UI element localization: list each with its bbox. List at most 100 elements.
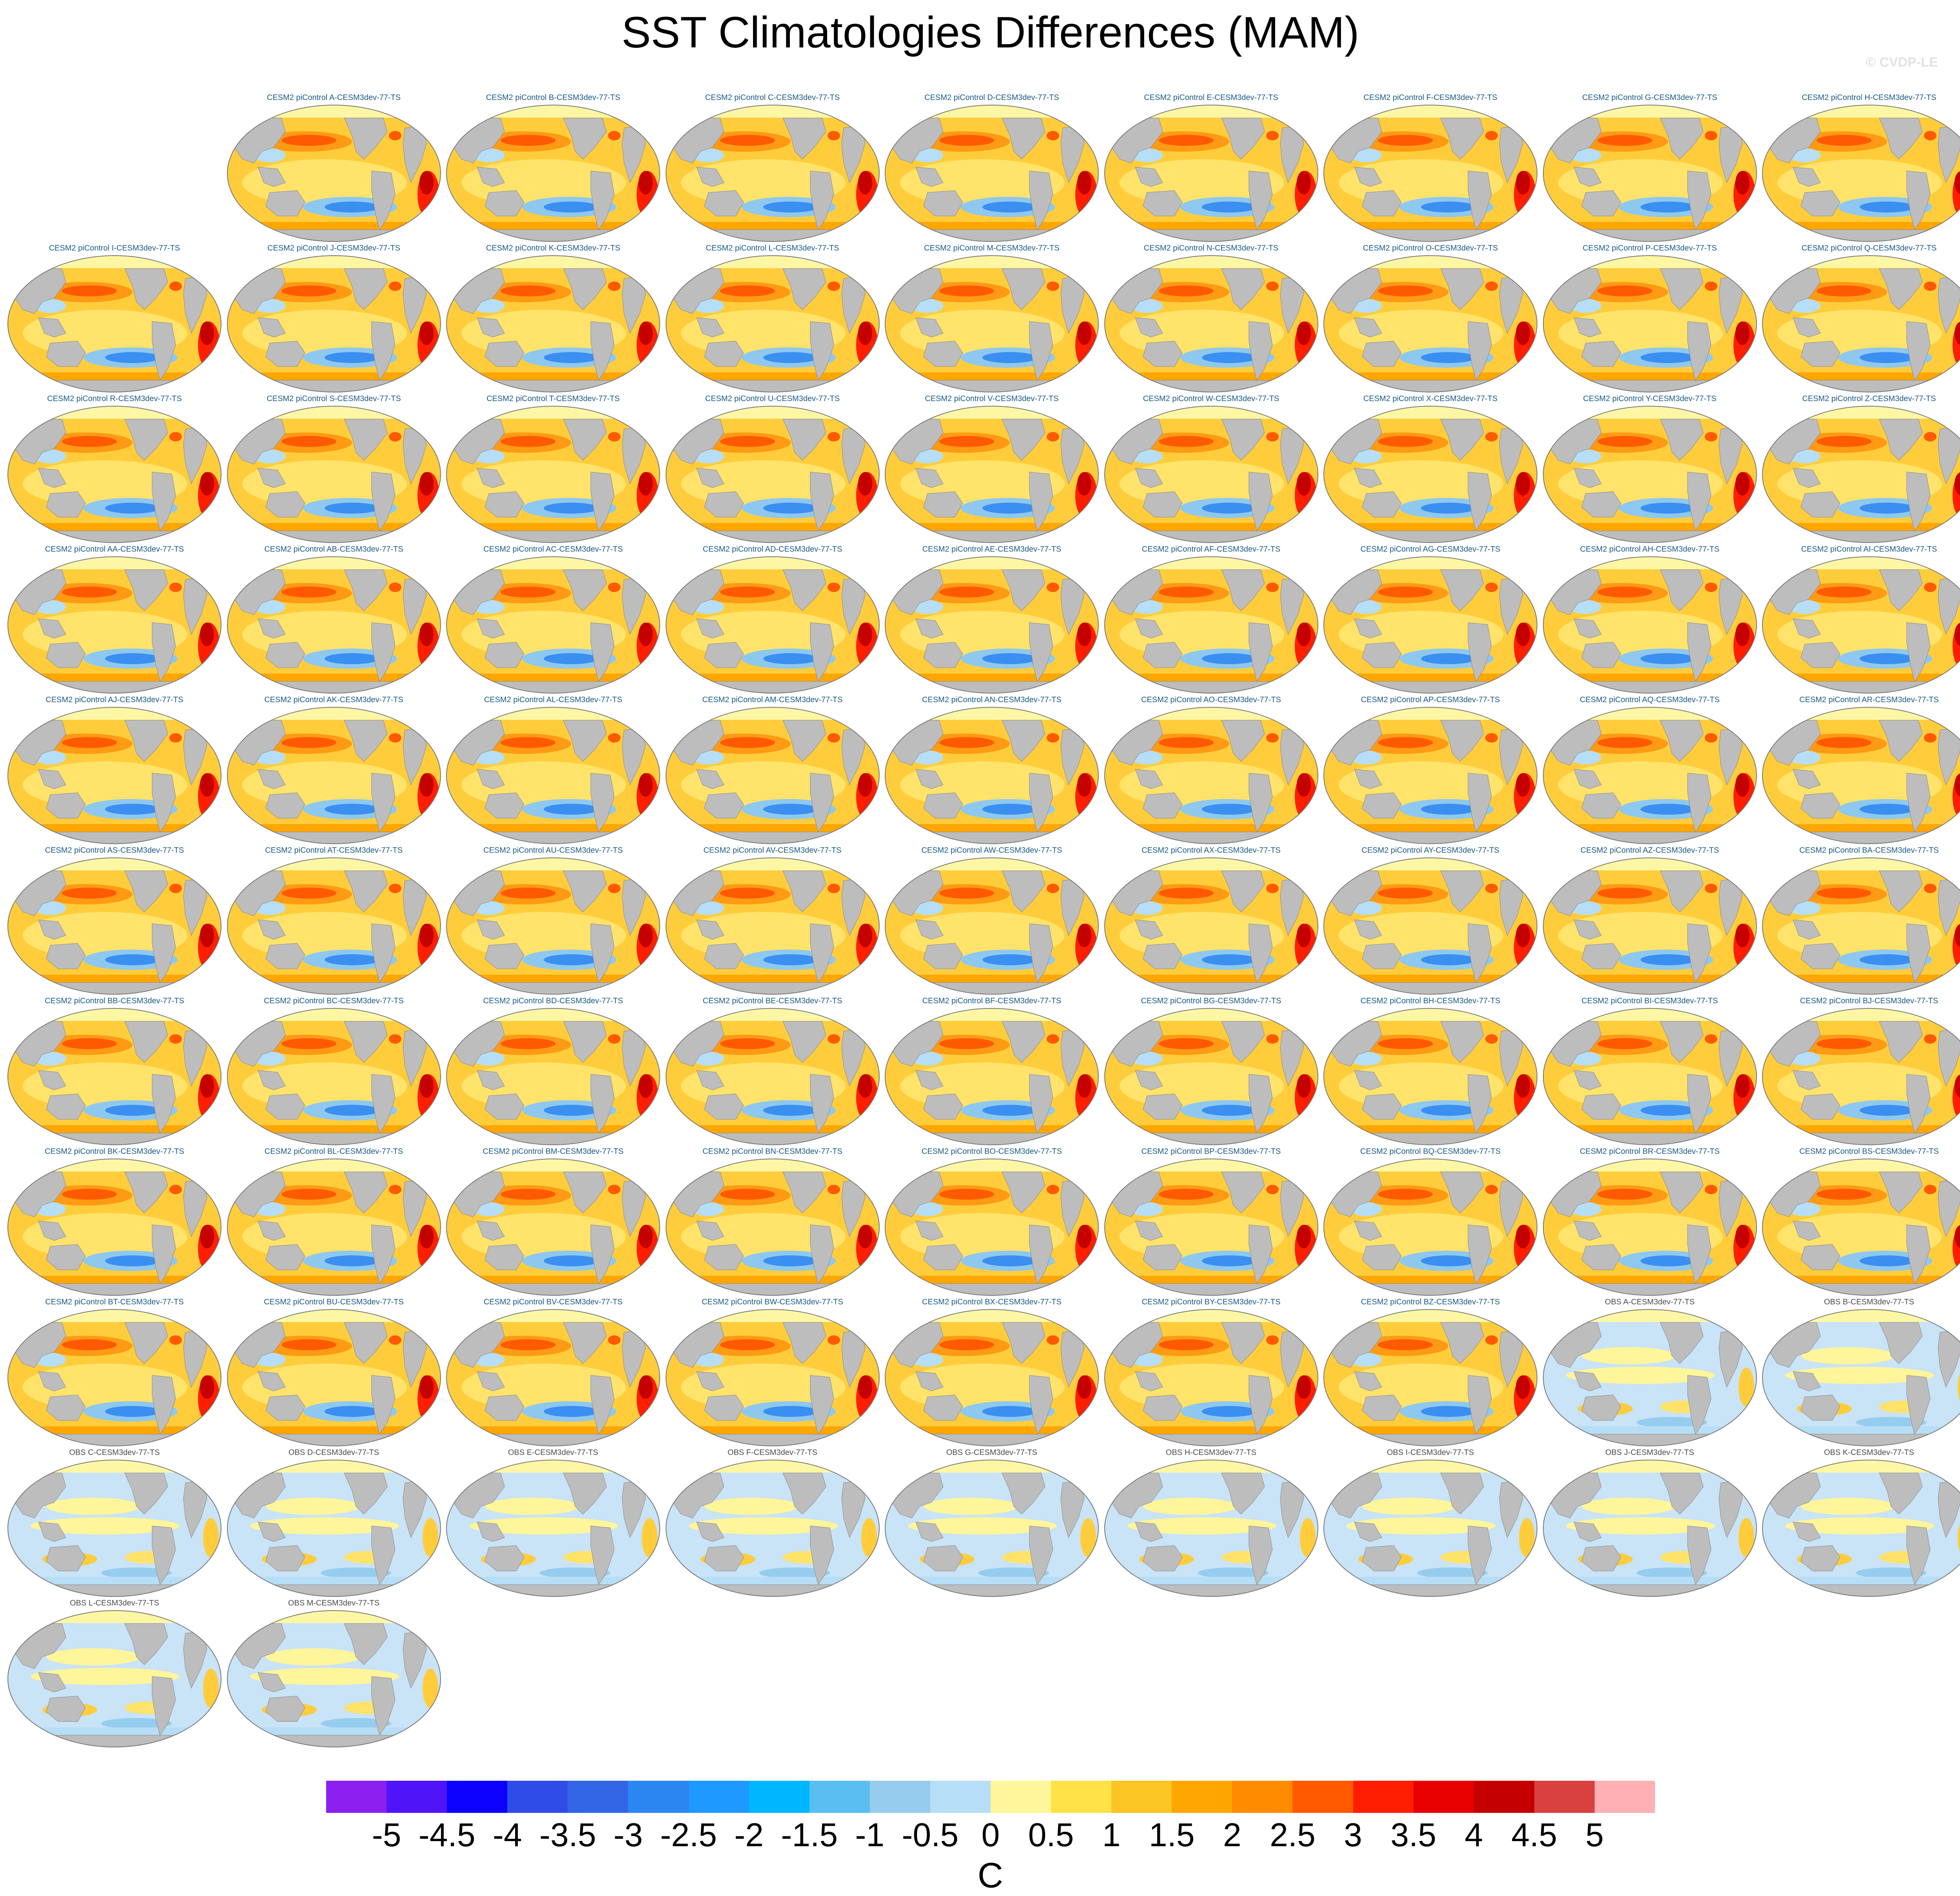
model-diff-panel: CESM2 piControl G-CESM3dev-77-TS — [1543, 93, 1757, 242]
sst-difference-map — [7, 556, 221, 694]
model-diff-panel: CESM2 piControl BN-CESM3dev-77-TS — [665, 1147, 880, 1296]
sst-difference-map — [885, 1159, 1099, 1296]
colorbar-swatch — [1413, 1781, 1474, 1813]
panel-title: CESM2 piControl AE-CESM3dev-77-TS — [922, 545, 1062, 554]
model-diff-panel: CESM2 piControl AV-CESM3dev-77-TS — [665, 846, 880, 995]
colorbar-swatch — [869, 1781, 931, 1813]
model-diff-panel: CESM2 piControl S-CESM3dev-77-TS — [227, 394, 441, 543]
model-diff-panel: CESM2 piControl E-CESM3dev-77-TS — [1104, 93, 1319, 242]
sst-difference-map — [227, 1159, 441, 1296]
colorbar-swatch — [1051, 1781, 1112, 1813]
colorbar-swatch — [628, 1781, 689, 1813]
sst-difference-map — [446, 857, 660, 995]
model-diff-panel: CESM2 piControl BO-CESM3dev-77-TS — [884, 1147, 1099, 1296]
sst-difference-map — [1543, 857, 1757, 995]
sst-difference-map — [227, 1008, 441, 1145]
panel-title: CESM2 piControl BK-CESM3dev-77-TS — [45, 1147, 184, 1156]
colorbar-swatch — [1474, 1781, 1535, 1813]
panel-title: CESM2 piControl P-CESM3dev-77-TS — [1583, 244, 1717, 252]
sst-difference-map — [227, 1309, 441, 1446]
sst-difference-map — [227, 105, 441, 242]
panel-title: CESM2 piControl G-CESM3dev-77-TS — [1582, 93, 1717, 102]
colorbar-tick-label: 1.5 — [1149, 1816, 1195, 1853]
panel-title: CESM2 piControl BR-CESM3dev-77-TS — [1580, 1147, 1720, 1156]
panel-title: CESM2 piControl W-CESM3dev-77-TS — [1143, 394, 1279, 403]
panel-title: CESM2 piControl D-CESM3dev-77-TS — [924, 93, 1059, 102]
panel-title: CESM2 piControl Y-CESM3dev-77-TS — [1583, 394, 1717, 403]
sst-difference-map — [1762, 1008, 1960, 1145]
model-diff-panel: CESM2 piControl I-CESM3dev-77-TS — [7, 244, 222, 393]
panel-title: OBS A-CESM3dev-77-TS — [1605, 1298, 1695, 1306]
colorbar-tick-label: 3.5 — [1390, 1816, 1437, 1853]
panel-title: CESM2 piControl X-CESM3dev-77-TS — [1363, 394, 1498, 403]
panel-title: CESM2 piControl BL-CESM3dev-77-TS — [264, 1147, 403, 1156]
panel-title: CESM2 piControl AT-CESM3dev-77-TS — [265, 846, 403, 855]
model-diff-panel: CESM2 piControl AG-CESM3dev-77-TS — [1323, 545, 1538, 694]
panel-title: CESM2 piControl K-CESM3dev-77-TS — [486, 244, 621, 252]
obs-diff-panel: OBS H-CESM3dev-77-TS — [1104, 1448, 1319, 1597]
panel-title: CESM2 piControl A-CESM3dev-77-TS — [267, 93, 401, 102]
sst-difference-map — [1762, 105, 1960, 242]
model-diff-panel: CESM2 piControl AC-CESM3dev-77-TS — [446, 545, 661, 694]
panel-title: OBS L-CESM3dev-77-TS — [70, 1599, 159, 1607]
sst-difference-map — [1543, 255, 1757, 392]
sst-difference-map — [665, 556, 880, 694]
sst-difference-map — [227, 406, 441, 543]
panel-title: CESM2 piControl AV-CESM3dev-77-TS — [703, 846, 842, 855]
sst-difference-map — [665, 1159, 880, 1296]
panel-title: CESM2 piControl BC-CESM3dev-77-TS — [264, 997, 404, 1005]
model-diff-panel: CESM2 piControl AB-CESM3dev-77-TS — [227, 545, 441, 694]
colorbar-swatch — [568, 1781, 628, 1813]
model-diff-panel: CESM2 piControl BF-CESM3dev-77-TS — [884, 997, 1099, 1146]
model-diff-panel: CESM2 piControl B-CESM3dev-77-TS — [446, 93, 661, 242]
panel-title: CESM2 piControl AG-CESM3dev-77-TS — [1360, 545, 1501, 554]
model-diff-panel: CESM2 piControl AF-CESM3dev-77-TS — [1104, 545, 1319, 694]
sst-difference-map — [1543, 105, 1757, 242]
sst-difference-map — [446, 406, 660, 543]
panel-title: CESM2 piControl BG-CESM3dev-77-TS — [1141, 997, 1281, 1005]
model-diff-panel: CESM2 piControl AT-CESM3dev-77-TS — [227, 846, 441, 995]
model-diff-panel: CESM2 piControl BR-CESM3dev-77-TS — [1543, 1147, 1757, 1296]
colorbar-swatch — [1534, 1781, 1595, 1813]
panel-title: CESM2 piControl AS-CESM3dev-77-TS — [45, 846, 184, 855]
sst-difference-map — [1762, 857, 1960, 995]
panel-title: CESM2 piControl T-CESM3dev-77-TS — [486, 394, 620, 403]
panel-title: CESM2 piControl AU-CESM3dev-77-TS — [483, 846, 623, 855]
panel-title: CESM2 piControl AO-CESM3dev-77-TS — [1141, 696, 1281, 704]
sst-difference-map — [665, 406, 880, 543]
model-diff-panel: CESM2 piControl BQ-CESM3dev-77-TS — [1323, 1147, 1538, 1296]
sst-difference-map — [227, 857, 441, 995]
model-diff-panel: CESM2 piControl BD-CESM3dev-77-TS — [446, 997, 661, 1146]
sst-difference-map — [885, 556, 1099, 694]
panel-title: CESM2 piControl Q-CESM3dev-77-TS — [1801, 244, 1937, 252]
sst-difference-map — [885, 707, 1099, 844]
colorbar-tick-label: -4 — [492, 1816, 522, 1853]
model-diff-panel: CESM2 piControl BY-CESM3dev-77-TS — [1104, 1298, 1319, 1447]
panel-title: CESM2 piControl BW-CESM3dev-77-TS — [702, 1298, 843, 1306]
model-diff-panel: CESM2 piControl V-CESM3dev-77-TS — [884, 394, 1099, 543]
colorbar-tick-label: 1 — [1102, 1816, 1121, 1853]
colorbar-swatch — [991, 1781, 1051, 1813]
sst-difference-map — [665, 707, 880, 844]
sst-difference-map — [1104, 556, 1318, 694]
sst-difference-map — [227, 1610, 441, 1747]
model-diff-panel: CESM2 piControl J-CESM3dev-77-TS — [227, 244, 441, 393]
panel-title: CESM2 piControl Z-CESM3dev-77-TS — [1802, 394, 1936, 403]
figure-title: SST Climatologies Differences (MAM) — [621, 8, 1359, 57]
panel-title: OBS G-CESM3dev-77-TS — [946, 1448, 1038, 1457]
sst-difference-map — [1104, 105, 1318, 242]
model-diff-panel: CESM2 piControl D-CESM3dev-77-TS — [884, 93, 1099, 242]
obs-diff-panel: OBS G-CESM3dev-77-TS — [884, 1448, 1099, 1597]
model-diff-panel: CESM2 piControl AE-CESM3dev-77-TS — [884, 545, 1099, 694]
panel-title: CESM2 piControl BE-CESM3dev-77-TS — [702, 997, 842, 1005]
panel-title: CESM2 piControl AW-CESM3dev-77-TS — [921, 846, 1062, 855]
sst-difference-map — [7, 1008, 221, 1145]
model-diff-panel: CESM2 piControl BB-CESM3dev-77-TS — [7, 997, 222, 1146]
sst-difference-map — [7, 1309, 221, 1446]
obs-diff-panel: OBS J-CESM3dev-77-TS — [1543, 1448, 1757, 1597]
panel-title: CESM2 piControl BM-CESM3dev-77-TS — [483, 1147, 624, 1156]
colorbar-tick-label: 2 — [1223, 1816, 1241, 1853]
colorbar-unit-label: C — [978, 1856, 1003, 1895]
panel-title: CESM2 piControl F-CESM3dev-77-TS — [1363, 93, 1497, 102]
sst-difference-map — [1104, 1159, 1318, 1296]
